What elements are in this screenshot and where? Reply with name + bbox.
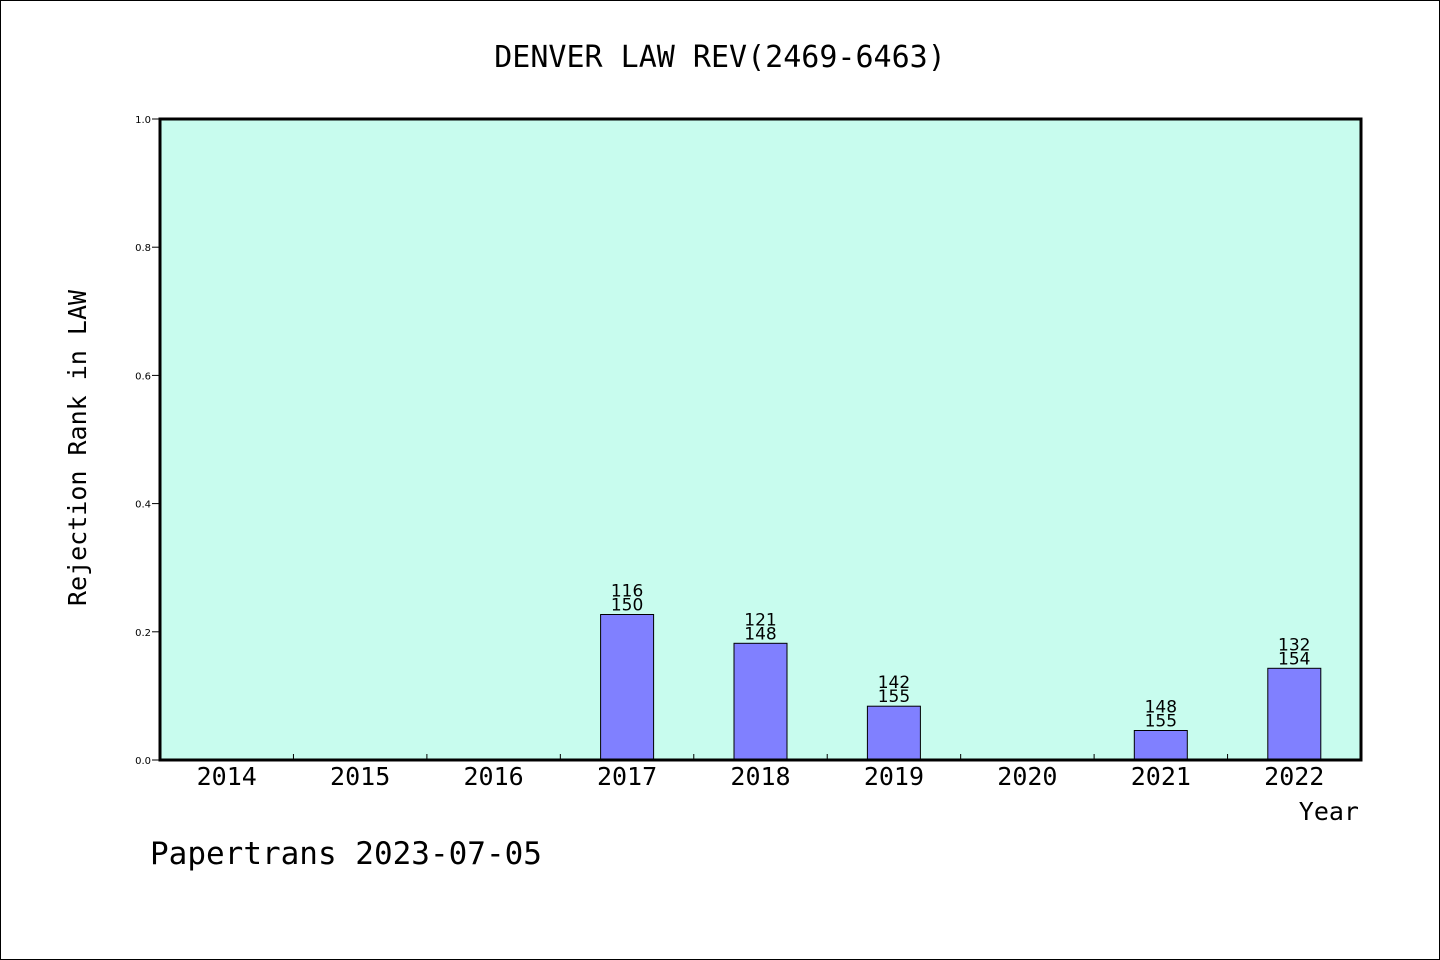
x-tick-label: 2017: [597, 762, 657, 791]
bar-label-top: 142: [878, 673, 910, 693]
x-tick-label: 2016: [464, 762, 524, 791]
x-tick-label: 2019: [864, 762, 924, 791]
chart-title: DENVER LAW REV(2469-6463): [494, 40, 946, 75]
bar-label-top: 148: [1145, 698, 1177, 718]
bar-2022: [1267, 667, 1322, 761]
bar-label-bottom: 155: [1145, 712, 1177, 732]
y-axis-label: Rejection Rank in LAW: [63, 289, 92, 606]
y-tick-label: 1.0: [135, 115, 151, 126]
bar-2018: [733, 642, 788, 761]
watermark-text: Papertrans 2023-07-05: [150, 836, 542, 872]
x-tick-label: 2018: [730, 762, 790, 791]
y-tick-label: 0.4: [135, 500, 151, 511]
x-tick-label: 2021: [1131, 762, 1191, 791]
bar-label-bottom: 150: [611, 596, 643, 616]
y-tick-label: 0.2: [135, 628, 151, 639]
bars-group: [600, 614, 1322, 761]
y-tick-label: 0.6: [135, 371, 151, 382]
bar-label-top: 121: [744, 610, 776, 630]
bar-2021: [1133, 730, 1188, 761]
bar-label-bottom: 155: [878, 687, 910, 707]
x-axis-label: Year: [1299, 797, 1359, 826]
y-tick-label: 0.0: [135, 756, 151, 767]
y-tick-label: 0.8: [135, 243, 151, 254]
x-tick-label: 2020: [997, 762, 1057, 791]
plot-border: [158, 117, 1363, 762]
bar-2019: [866, 705, 921, 761]
bar-2017: [600, 614, 655, 761]
bar-label-top: 132: [1278, 635, 1310, 655]
bar-label-top: 116: [611, 582, 643, 602]
x-axis: 2014 2015 2016 2017 2018 2019 2020 2021 2022: [197, 754, 1324, 791]
x-tick-label: 2022: [1264, 762, 1324, 791]
bar-label-bottom: 148: [744, 624, 776, 644]
x-tick-label: 2014: [197, 762, 257, 791]
y-axis: 0.0 0.2 0.4 0.6 0.8 1.0: [135, 115, 160, 767]
bar-label-bottom: 154: [1278, 649, 1310, 669]
x-tick-label: 2015: [330, 762, 390, 791]
